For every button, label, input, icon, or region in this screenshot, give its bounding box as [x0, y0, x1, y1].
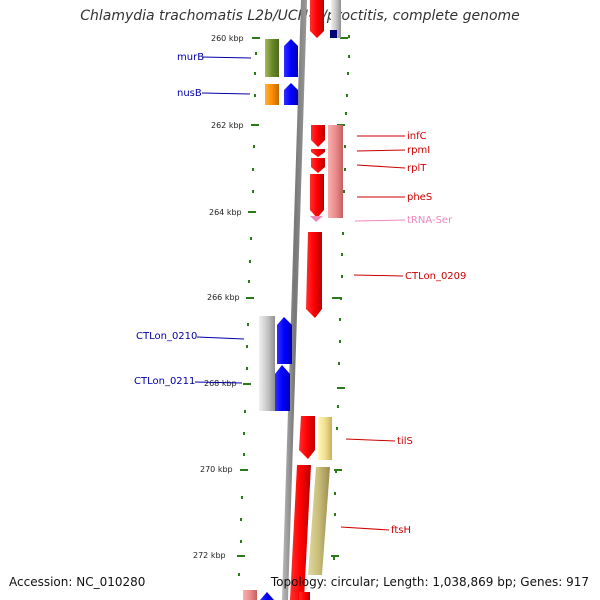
gene-label-nusB[interactable]: nusB [177, 88, 202, 99]
tick-marks [238, 35, 350, 576]
scale-label: 260 kbp [211, 34, 244, 43]
gene-label-murB[interactable]: murB [177, 52, 204, 63]
gene-block-navy[interactable] [330, 30, 337, 38]
gene-arrow-rpmI[interactable] [311, 149, 325, 157]
gene-arrow-tilS[interactable] [299, 416, 315, 459]
gene-label-rplT[interactable]: rplT [407, 163, 427, 174]
gene-block-pink[interactable] [243, 590, 257, 600]
gene-arrow-ctlon-0210[interactable] [277, 317, 292, 364]
gene-label-infC[interactable]: infC [407, 131, 427, 142]
gene-block-pink[interactable] [328, 125, 343, 218]
gene-block-murB[interactable] [265, 39, 279, 77]
gene-arrow-ftsH[interactable] [290, 465, 311, 600]
gene-label-ctlon-0209[interactable]: CTLon_0209 [405, 271, 466, 282]
genome-title: Chlamydia trachomatis L2b/UCH-1/proctiti… [80, 8, 520, 24]
gene-label-ftsH[interactable]: ftsH [391, 525, 411, 536]
gene-arrow-red[interactable] [299, 592, 310, 600]
gene-block-gray[interactable] [331, 0, 341, 38]
gene-block-nusB[interactable] [265, 84, 279, 105]
gene-label-trna-ser[interactable]: tRNA-Ser [407, 215, 453, 226]
gene-arrow-ctlon-0209[interactable] [306, 232, 322, 318]
gene-arrow-trna-ser[interactable] [310, 216, 323, 222]
gene-label-tilS[interactable]: tilS [397, 436, 413, 447]
gene-label-ctlon-0211[interactable]: CTLon_0211 [134, 376, 195, 387]
gene-arrow-blue[interactable] [260, 592, 274, 600]
gene-arrow-murB[interactable] [284, 39, 298, 77]
gene-arrow-ctlon-0211[interactable] [275, 365, 290, 411]
scale-label: 268 kbp [204, 379, 237, 388]
genome-backbone [282, 0, 307, 600]
genome-stats: Topology: circular; Length: 1,038,869 bp… [270, 575, 589, 589]
gene-block-gray[interactable] [259, 316, 275, 411]
gene-label-pheS[interactable]: pheS [407, 192, 432, 203]
gene-block-khaki[interactable] [308, 467, 330, 575]
gene-arrow-nusB[interactable] [284, 83, 298, 105]
gene-block-yellow[interactable] [318, 417, 332, 460]
gene-arrow-rplT[interactable] [311, 158, 325, 173]
scale-label: 262 kbp [211, 121, 244, 130]
gene-label-ctlon-0210[interactable]: CTLon_0210 [136, 331, 197, 342]
gene-arrow-infC[interactable] [311, 125, 325, 147]
scale-label: 264 kbp [209, 208, 242, 217]
gene-arrow-pheS[interactable] [310, 174, 324, 218]
gene-label-rpmI[interactable]: rpmI [407, 145, 430, 156]
scale-label: 272 kbp [193, 551, 226, 560]
leader-lines [194, 56, 406, 531]
scale-label: 270 kbp [200, 465, 233, 474]
gene-arrow-red[interactable] [310, 0, 324, 38]
accession-label: Accession: NC_010280 [9, 575, 146, 589]
scale-label: 266 kbp [207, 293, 240, 302]
